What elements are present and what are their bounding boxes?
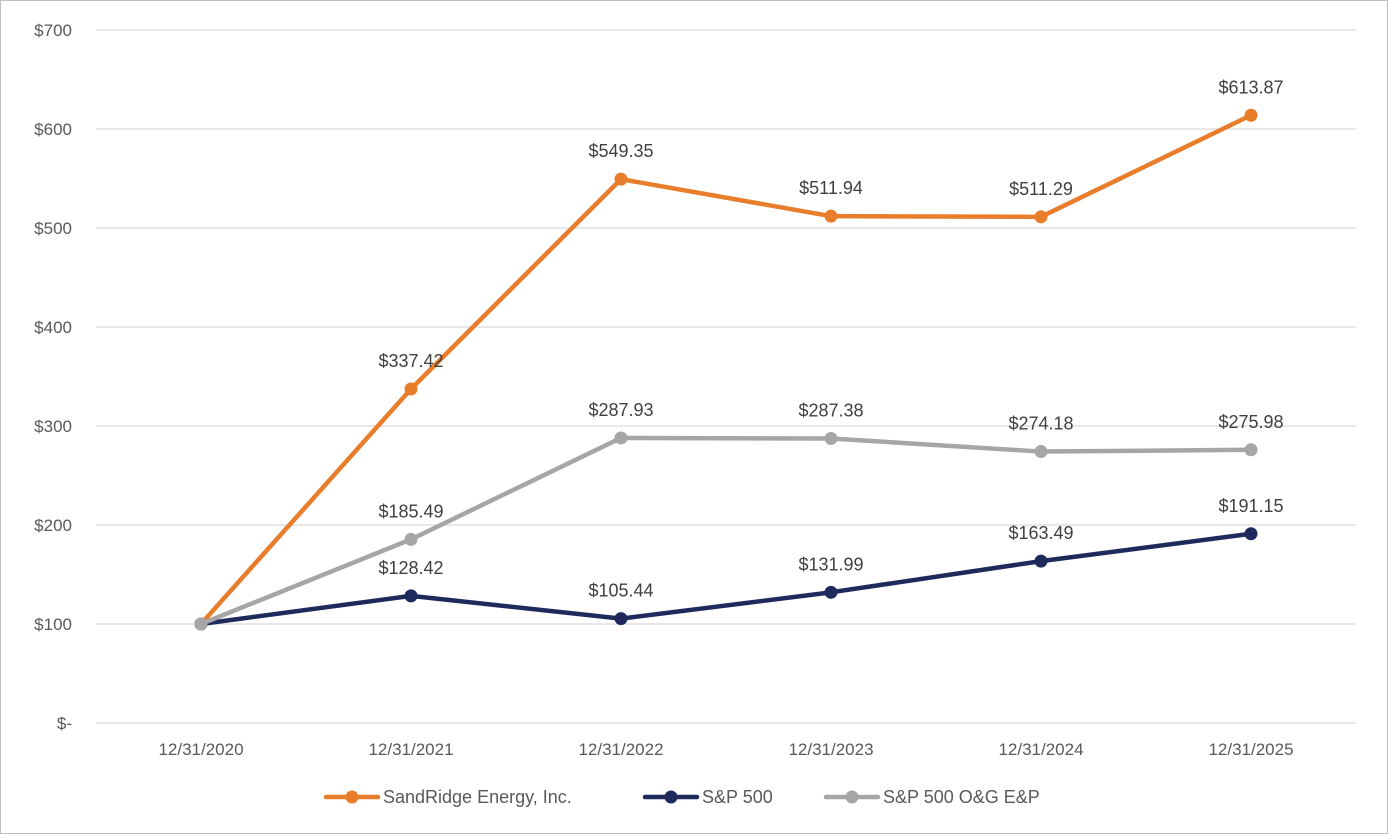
- x-axis: 12/31/2020 12/31/2021 12/31/2022 12/31/2023…: [158, 740, 1293, 759]
- series-2: [194, 431, 1258, 631]
- legend-item: S&P 500: [642, 787, 773, 807]
- data-point: [824, 431, 838, 445]
- data-label: $274.18: [1008, 414, 1073, 434]
- series-line: [198, 531, 1254, 627]
- data-labels: $337.42 $549.35 $511.94 $511.29 $613.87 $128.…: [378, 77, 1283, 600]
- legend-label: S&P 500: [702, 787, 773, 807]
- data-point: [404, 382, 418, 396]
- x-tick-label: 12/31/2021: [368, 740, 453, 759]
- y-tick-label: $700: [34, 21, 72, 40]
- y-tick-label: $600: [34, 120, 72, 139]
- data-point: [194, 617, 208, 631]
- data-label: $287.38: [798, 400, 863, 420]
- y-tick-label: $500: [34, 219, 72, 238]
- series-line: [198, 113, 1254, 627]
- x-tick-label: 12/31/2022: [578, 740, 663, 759]
- legend-label: SandRidge Energy, Inc.: [383, 787, 572, 807]
- data-label: $163.49: [1008, 523, 1073, 543]
- legend-swatch-marker: [345, 790, 359, 804]
- data-point: [1244, 443, 1258, 457]
- y-tick-label: $200: [34, 516, 72, 535]
- data-label: $185.49: [378, 501, 443, 521]
- x-tick-label: 12/31/2023: [788, 740, 873, 759]
- series-1: [194, 527, 1258, 631]
- data-label: $191.15: [1218, 496, 1283, 516]
- data-label: $287.93: [588, 400, 653, 420]
- data-point: [1034, 554, 1048, 568]
- y-tick-label: $400: [34, 318, 72, 337]
- y-axis: $- $100 $200 $300 $400 $500 $600 $700: [34, 21, 72, 733]
- data-point: [824, 585, 838, 599]
- series-group: [194, 108, 1258, 631]
- y-tick-label: $300: [34, 417, 72, 436]
- data-label: $549.35: [588, 141, 653, 161]
- data-label: $131.99: [798, 554, 863, 574]
- legend: SandRidge Energy, Inc. S&P 500 S&P 500 O&G…: [323, 787, 1040, 807]
- legend-swatch-marker: [845, 790, 859, 804]
- data-point: [1244, 108, 1258, 122]
- gridlines: [96, 29, 1356, 724]
- data-point: [404, 532, 418, 546]
- legend-item: SandRidge Energy, Inc.: [323, 787, 572, 807]
- data-point: [614, 172, 628, 186]
- series-line: [198, 435, 1254, 627]
- legend-label: S&P 500 O&G E&P: [883, 787, 1040, 807]
- x-tick-label: 12/31/2024: [998, 740, 1083, 759]
- data-point: [824, 209, 838, 223]
- y-tick-label: $-: [57, 714, 72, 733]
- data-label: $337.42: [378, 351, 443, 371]
- data-point: [614, 431, 628, 445]
- data-label: $511.94: [799, 178, 863, 198]
- data-point: [1034, 445, 1048, 459]
- x-tick-label: 12/31/2020: [158, 740, 243, 759]
- data-point: [1034, 210, 1048, 224]
- x-tick-label: 12/31/2025: [1208, 740, 1293, 759]
- data-point: [1244, 527, 1258, 541]
- data-label: $275.98: [1218, 412, 1283, 432]
- data-label: $613.87: [1218, 77, 1283, 97]
- y-tick-label: $100: [34, 615, 72, 634]
- data-label: $128.42: [378, 558, 443, 578]
- data-label: $105.44: [588, 581, 653, 601]
- data-point: [614, 612, 628, 626]
- data-label: $511.29: [1009, 179, 1073, 199]
- legend-swatch-marker: [664, 790, 678, 804]
- data-point: [404, 589, 418, 603]
- legend-item: S&P 500 O&G E&P: [823, 787, 1040, 807]
